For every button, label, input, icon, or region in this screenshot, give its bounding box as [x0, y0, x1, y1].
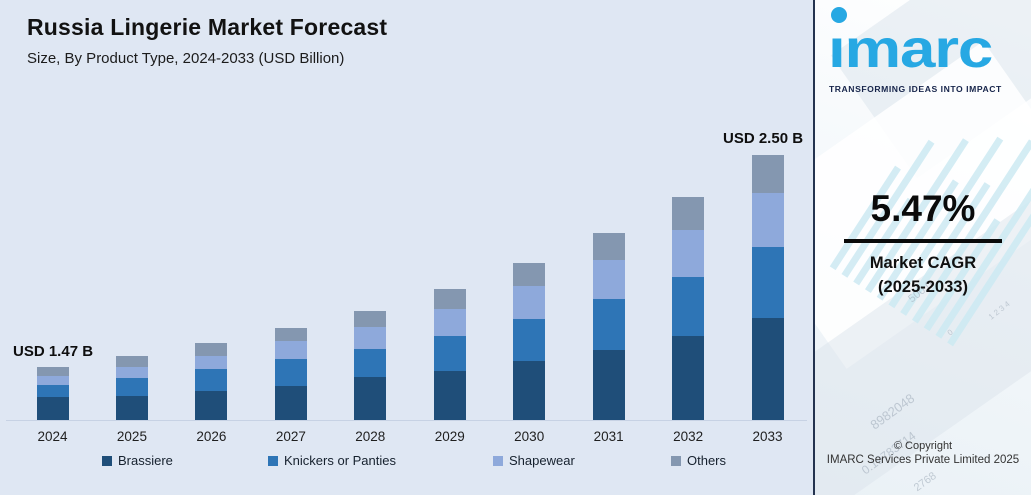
x-axis-label: 2033	[752, 429, 783, 444]
x-axis-label: 2024	[37, 429, 68, 444]
copyright: © Copyright IMARC Services Private Limit…	[815, 440, 1031, 466]
bar-segment	[195, 391, 228, 420]
bar-segment	[115, 396, 148, 420]
bar-segment	[433, 336, 466, 371]
legend-item: Others	[671, 453, 726, 468]
bar-segment	[354, 349, 387, 377]
watermark-fragment: 2768	[911, 469, 939, 495]
bar-segment	[592, 260, 625, 299]
bar-segment	[433, 371, 466, 420]
bar-segment	[513, 319, 546, 361]
copyright-line1: © Copyright	[893, 440, 953, 452]
cagr-period: (2025-2033)	[878, 278, 968, 296]
page-title: Russia Lingerie Market Forecast	[27, 14, 388, 40]
x-axis-label: 2028	[355, 429, 386, 444]
bar-segment	[36, 376, 69, 385]
copyright-line2: IMARC Services Private Limited 2025	[826, 454, 1020, 466]
plot-area: 2024 2025 2026 2027 2028 2029 2030 2031 2032 2033…	[6, 130, 807, 444]
legend-label: Brassiere	[118, 453, 173, 468]
bar-segment	[115, 367, 148, 378]
stacked-bar-2033	[751, 155, 784, 420]
legend-item: Knickers or Panties	[268, 453, 396, 468]
x-axis-label: 2026	[196, 429, 227, 444]
cagr-block: 5.47% Market CAGR (2025-2033)	[815, 188, 1031, 297]
legend-swatch-icon	[493, 455, 503, 466]
bar-segment	[513, 286, 546, 319]
bar-segment	[195, 343, 228, 356]
bar-segment	[354, 327, 387, 349]
chart-panel: Russia Lingerie Market Forecast Size, By…	[0, 0, 813, 495]
x-axis-label: 2032	[673, 429, 704, 444]
cagr-label: Market CAGR	[869, 254, 977, 272]
bar-segment	[36, 385, 69, 397]
bar-segment	[672, 230, 705, 277]
data-label-2033: USD 2.50 B	[723, 130, 804, 147]
legend-swatch-icon	[671, 455, 681, 466]
data-label-2024: USD 1.47 B	[13, 343, 94, 360]
bar-segment	[751, 155, 784, 193]
bar-segment	[672, 277, 705, 336]
legend: Brassiere Knickers or Panties Shapewear Oth…	[0, 453, 813, 475]
legend-swatch-icon	[268, 455, 278, 466]
stacked-bar-2030	[513, 263, 546, 420]
x-axis-line	[6, 420, 807, 421]
bar-segment	[592, 350, 625, 420]
bar-segment	[274, 359, 307, 386]
bar-segment	[354, 311, 387, 327]
stacked-bar-2031	[592, 233, 625, 420]
bar-segment	[672, 197, 705, 230]
bar-segment	[751, 247, 784, 318]
bar-segment	[751, 193, 784, 247]
bar-segment	[672, 336, 705, 420]
x-axis-label: 2030	[514, 429, 545, 444]
logo-tagline: TRANSFORMING IDEAS INTO IMPACT	[829, 84, 1002, 94]
stacked-bar-2028	[354, 311, 387, 420]
bar-segment	[592, 299, 625, 350]
bar-segment	[274, 341, 307, 359]
stacked-bar-2032	[672, 197, 705, 420]
legend-item: Brassiere	[102, 453, 173, 468]
bar-segment	[195, 369, 228, 391]
stacked-bar-2027	[274, 328, 307, 420]
panel-divider	[813, 0, 815, 495]
bar-segment	[195, 356, 228, 369]
stacked-bar-2026	[195, 343, 228, 420]
bar-segment	[274, 328, 307, 341]
bar-segment	[115, 356, 148, 367]
bar-segment	[115, 378, 148, 396]
legend-swatch-icon	[102, 455, 112, 466]
legend-label: Shapewear	[509, 453, 575, 468]
chart-subtitle: Size, By Product Type, 2024-2033 (USD Bi…	[27, 50, 345, 67]
bar-segment	[751, 318, 784, 420]
legend-label: Knickers or Panties	[284, 453, 396, 468]
x-axis-label: 2027	[275, 429, 306, 444]
stacked-bar-2025	[115, 356, 148, 420]
x-axis-label: 2031	[593, 429, 624, 444]
brand-panel: 500,0 8982048 0.19783714 2768 1 2 3 4 0 …	[815, 0, 1031, 495]
bar-segment	[592, 233, 625, 260]
bar-segment	[36, 397, 69, 420]
bar-segment	[513, 361, 546, 420]
x-axis-label: 2025	[116, 429, 147, 444]
stacked-bar-2029	[433, 289, 466, 420]
cagr-value: 5.47%	[870, 188, 976, 229]
stacked-bar-2024	[36, 367, 69, 420]
bar-segment	[433, 289, 466, 309]
logo-wordmark: ımarc	[828, 19, 993, 79]
bar-segment	[354, 377, 387, 420]
x-axis-label: 2029	[434, 429, 465, 444]
imarc-logo: ımarc TRANSFORMING IDEAS INTO IMPACT	[815, 0, 1031, 110]
legend-item: Shapewear	[493, 453, 575, 468]
logo-dot-icon	[831, 7, 847, 23]
cagr-divider	[844, 239, 1002, 243]
bar-segment	[274, 386, 307, 420]
bar-segment	[433, 309, 466, 336]
bar-segment	[36, 367, 69, 376]
watermark-fragment: 8982048	[867, 390, 918, 433]
legend-label: Others	[687, 453, 727, 468]
bar-segment	[513, 263, 546, 286]
